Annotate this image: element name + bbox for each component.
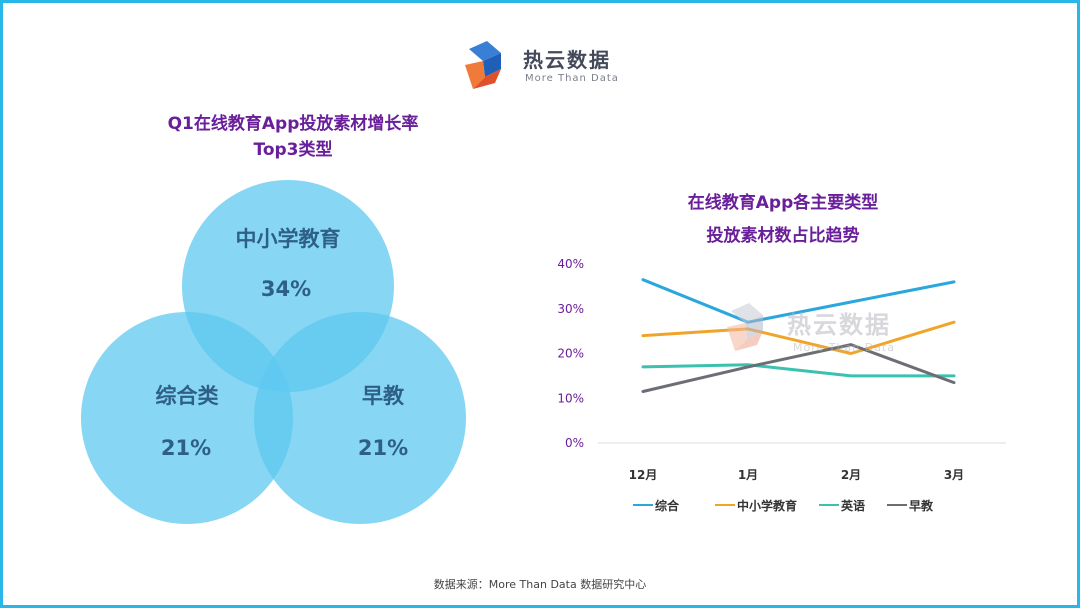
venn-value-early: 21% [358, 436, 408, 460]
y-tick-label: 20% [557, 347, 584, 361]
watermark: 热云数据 More Than Data [723, 299, 923, 379]
x-tick-label: 2月 [841, 468, 861, 482]
venn-value-k12: 34% [261, 277, 311, 301]
y-tick-label: 0% [565, 436, 584, 450]
brand-logo: 热云数据 More Than Data [461, 39, 631, 95]
venn-circle-general [81, 312, 293, 524]
line-chart-title-line1: 在线教育App各主要类型 [687, 193, 879, 213]
y-tick-label: 10% [557, 391, 584, 405]
line-chart-title: 在线教育App各主要类型 投放素材数占比趋势 [583, 187, 983, 253]
line-chart-title-line2: 投放素材数占比趋势 [706, 226, 860, 246]
x-tick-label: 1月 [738, 468, 758, 482]
y-tick-label: 40% [557, 257, 584, 271]
x-tick-label: 12月 [629, 468, 658, 482]
watermark-logo-icon [727, 303, 763, 351]
y-tick-label: 30% [557, 302, 584, 316]
venn-value-general: 21% [161, 436, 211, 460]
venn-diagram: 中小学教育 34% 综合类 21% 早教 21% [81, 180, 466, 524]
series-line [641, 363, 956, 378]
venn-title-line2: Top3类型 [253, 140, 333, 160]
venn-label-early: 早教 [362, 384, 405, 408]
venn-circle-early [254, 312, 466, 524]
watermark-name: 热云数据 [787, 311, 891, 339]
brand-name: 热云数据 [523, 48, 611, 72]
legend-label: 中小学教育 [737, 498, 797, 513]
legend-label: 综合 [655, 498, 680, 513]
legend-label: 英语 [841, 498, 865, 513]
venn-title-line1: Q1在线教育App投放素材增长率 [167, 114, 419, 134]
brand-logo-icon [465, 41, 501, 89]
watermark-tagline: More Than Data [793, 341, 895, 354]
legend-label: 早教 [909, 498, 934, 513]
venn-label-k12: 中小学教育 [236, 227, 341, 251]
brand-tagline: More Than Data [525, 73, 619, 84]
series-line [641, 343, 956, 393]
data-source-note: 数据来源：More Than Data 数据研究中心 [433, 578, 647, 591]
series-line [641, 278, 956, 324]
venn-label-general: 综合类 [156, 384, 220, 408]
series-line [641, 320, 956, 355]
venn-title: Q1在线教育App投放素材增长率 Top3类型 [93, 111, 493, 163]
x-tick-label: 3月 [944, 468, 964, 482]
